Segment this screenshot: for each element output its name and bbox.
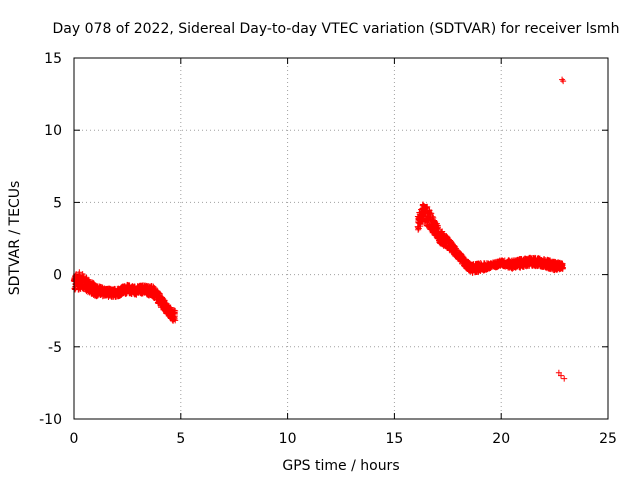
x-tick-label: 25 <box>599 431 617 447</box>
y-tick-label: 10 <box>44 123 62 139</box>
x-tick-label: 15 <box>385 431 403 447</box>
tick-labels: 0 5 10 15 20 25 -10 -5 0 5 10 15 <box>39 51 617 447</box>
chart-title: Day 078 of 2022, Sidereal Day-to-day VTE… <box>53 21 620 37</box>
data-point <box>428 210 435 217</box>
y-tick-label: 5 <box>53 195 62 211</box>
data-point <box>161 297 168 304</box>
data-point <box>558 372 565 379</box>
data-point <box>559 265 566 272</box>
data-point <box>439 228 446 235</box>
x-tick-label: 10 <box>279 431 297 447</box>
grid-lines <box>74 58 608 419</box>
plot-frame <box>73 57 609 420</box>
y-axis-label: SDTVAR / TECUs <box>7 181 23 296</box>
y-tick-label: 0 <box>53 268 62 284</box>
y-tick-label: -5 <box>48 340 62 356</box>
x-tick-label: 5 <box>176 431 185 447</box>
x-tick-label: 0 <box>70 431 79 447</box>
data-point <box>541 256 548 263</box>
x-tick-label: 20 <box>492 431 510 447</box>
data-series <box>70 76 568 382</box>
y-tick-label: -10 <box>39 412 62 428</box>
data-point <box>560 78 567 85</box>
x-axis-label: GPS time / hours <box>282 458 399 474</box>
y-tick-label: 15 <box>44 51 62 67</box>
axis-ticks <box>73 57 609 420</box>
data-point <box>172 310 179 317</box>
data-point <box>559 76 566 83</box>
data-point <box>172 317 179 324</box>
data-point <box>415 226 422 233</box>
data-point <box>561 375 568 382</box>
data-point <box>76 269 83 276</box>
